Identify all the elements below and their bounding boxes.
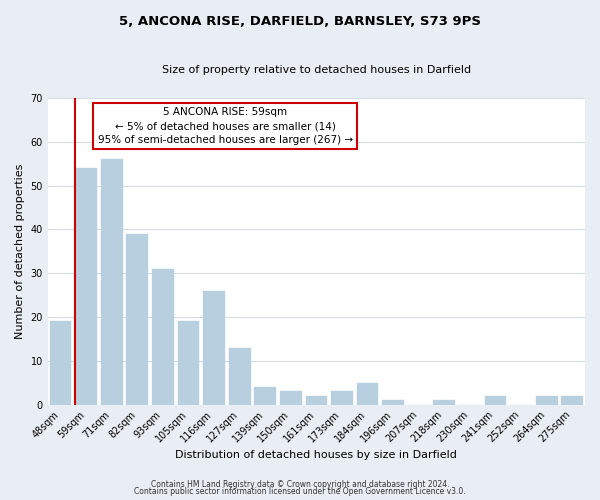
Bar [356, 382, 379, 404]
Bar [152, 269, 174, 404]
Bar [178, 322, 199, 404]
Text: Contains public sector information licensed under the Open Government Licence v3: Contains public sector information licen… [134, 488, 466, 496]
Y-axis label: Number of detached properties: Number of detached properties [15, 164, 25, 339]
Text: 5 ANCONA RISE: 59sqm
← 5% of detached houses are smaller (14)
95% of semi-detach: 5 ANCONA RISE: 59sqm ← 5% of detached ho… [98, 107, 353, 145]
Bar [280, 392, 302, 404]
Bar [536, 396, 557, 404]
Bar [127, 234, 148, 404]
X-axis label: Distribution of detached houses by size in Darfield: Distribution of detached houses by size … [175, 450, 457, 460]
Bar [382, 400, 404, 404]
Title: Size of property relative to detached houses in Darfield: Size of property relative to detached ho… [162, 65, 471, 75]
Bar [305, 396, 327, 404]
Bar [331, 392, 353, 404]
Bar [229, 348, 251, 405]
Bar [254, 387, 276, 404]
Bar [562, 396, 583, 404]
Bar [433, 400, 455, 404]
Bar [50, 322, 71, 404]
Bar [101, 160, 122, 404]
Bar [485, 396, 506, 404]
Text: 5, ANCONA RISE, DARFIELD, BARNSLEY, S73 9PS: 5, ANCONA RISE, DARFIELD, BARNSLEY, S73 … [119, 15, 481, 28]
Bar [203, 290, 225, 405]
Text: Contains HM Land Registry data © Crown copyright and database right 2024.: Contains HM Land Registry data © Crown c… [151, 480, 449, 489]
Bar [75, 168, 97, 404]
